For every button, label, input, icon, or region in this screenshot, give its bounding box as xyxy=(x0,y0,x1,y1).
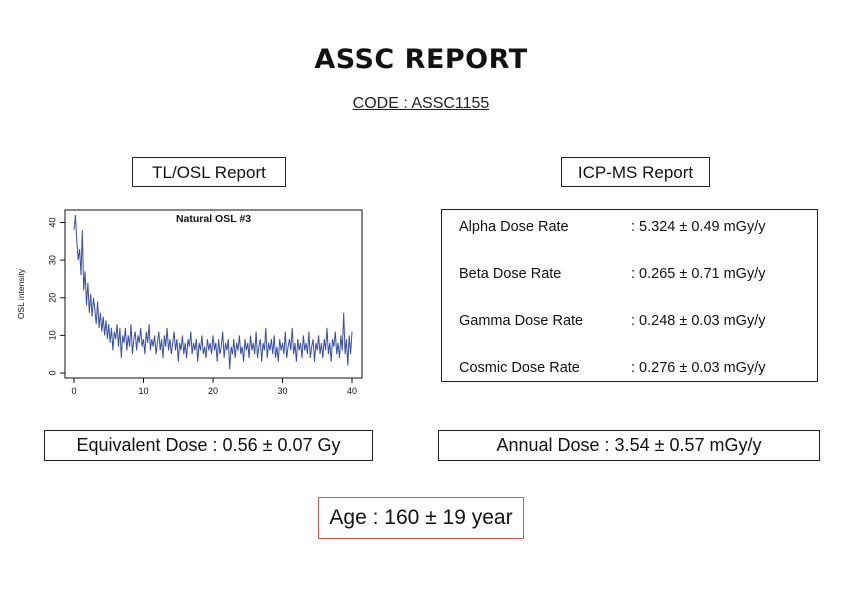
beta-dose-rate-value: : 0.265 ± 0.71 mGy/y xyxy=(631,266,766,282)
chart-ticks: 0 10 20 30 40 0 10 20 30 40 xyxy=(47,218,357,396)
equivalent-dose-box: Equivalent Dose : 0.56 ± 0.07 Gy xyxy=(44,430,373,461)
x-tick-label: 0 xyxy=(71,386,76,396)
report-code: CODE : ASSC1155 xyxy=(352,95,490,112)
y-tick-label: 0 xyxy=(47,370,57,375)
plot-frame xyxy=(64,209,363,379)
chart-title: Natural OSL #3 xyxy=(176,213,251,225)
osl-series-line xyxy=(73,214,353,370)
y-tick-label: 30 xyxy=(47,255,57,265)
x-tick-label: 40 xyxy=(347,386,357,396)
y-tick-label: 20 xyxy=(47,293,57,303)
icp-ms-report-label: ICP-MS Report xyxy=(561,157,710,187)
x-tick-label: 30 xyxy=(277,386,287,396)
report-title: ASSC REPORT xyxy=(314,44,528,75)
beta-dose-rate-label: Beta Dose Rate xyxy=(459,266,562,282)
cosmic-dose-rate-label: Cosmic Dose Rate xyxy=(459,360,580,376)
cosmic-dose-rate-value: : 0.276 ± 0.03 mGy/y xyxy=(631,360,766,376)
chart-y-axis-label: OSL intensity xyxy=(16,268,26,319)
x-tick-label: 20 xyxy=(208,386,218,396)
icp-ms-dose-rates: Alpha Dose Rate : 5.324 ± 0.49 mGy/y Bet… xyxy=(441,209,818,382)
chart-axes xyxy=(64,209,363,379)
alpha-dose-rate-value: : 5.324 ± 0.49 mGy/y xyxy=(631,219,766,235)
gamma-dose-rate-label: Gamma Dose Rate xyxy=(459,313,584,329)
y-tick-label: 10 xyxy=(47,330,57,340)
y-tick-label: 40 xyxy=(47,218,57,228)
osl-chart: 0 10 20 30 40 0 10 20 30 40 Natural OSL #3 OSL in… xyxy=(16,209,363,396)
annual-dose-box: Annual Dose : 3.54 ± 0.57 mGy/y xyxy=(438,430,820,461)
tl-osl-report-label: TL/OSL Report xyxy=(132,157,286,187)
alpha-dose-rate-label: Alpha Dose Rate xyxy=(459,219,569,235)
age-result-box: Age : 160 ± 19 year xyxy=(318,497,524,539)
gamma-dose-rate-value: : 0.248 ± 0.03 mGy/y xyxy=(631,313,766,329)
x-tick-label: 10 xyxy=(138,386,148,396)
